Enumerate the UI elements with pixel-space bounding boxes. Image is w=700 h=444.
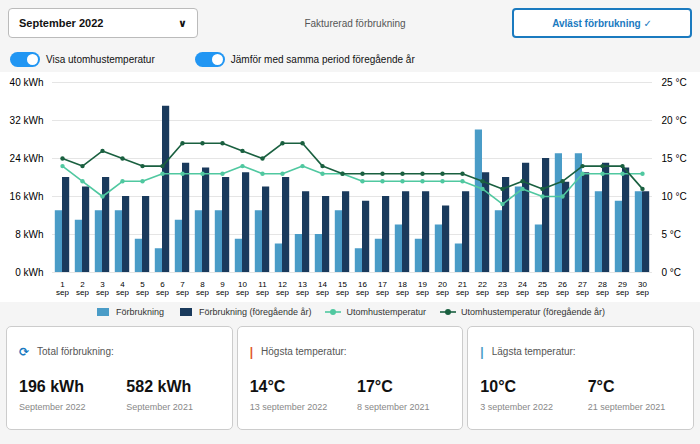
svg-text:25 °C: 25 °C (662, 77, 687, 88)
svg-text:29sep: 29sep (616, 280, 629, 297)
html-text:September 2022: September 2022 (19, 17, 104, 29)
svg-text:40 kWh: 40 kWh (10, 77, 44, 88)
html-text:Högsta temperatur:: Högsta temperatur: (261, 346, 347, 357)
html-text:8 september 2021: 8 september 2021 (357, 401, 430, 412)
html-text:10°C: 10°C (480, 377, 517, 395)
html-text:September 2022: September 2022 (19, 401, 86, 412)
svg-text:0 kWh: 0 kWh (15, 267, 43, 278)
svg-text:13sep: 13sep (296, 280, 309, 297)
svg-text:0 °C: 0 °C (662, 267, 682, 278)
svg-text:17sep: 17sep (376, 280, 389, 297)
svg-text:32 kWh: 32 kWh (10, 115, 44, 126)
svg-text:8sep: 8sep (196, 280, 209, 297)
svg-text:10sep: 10sep (236, 280, 249, 297)
svg-text:5sep: 5sep (136, 280, 149, 297)
html-text:Utomhustemperatur: Utomhustemperatur (346, 307, 426, 317)
svg-text:4sep: 4sep (116, 280, 129, 297)
html-text:Total förbrukning:: Total förbrukning: (37, 346, 114, 357)
html-text:582 kWh: 582 kWh (126, 377, 192, 395)
svg-text:30sep: 30sep (636, 280, 649, 297)
html-text:7°C: 7°C (587, 377, 615, 395)
html-text:Avläst förbrukning ✓: Avläst förbrukning ✓ (552, 17, 652, 29)
html-text:Lägsta temperatur:: Lägsta temperatur: (491, 346, 576, 357)
html-text:Visa utomhustemperatur: Visa utomhustemperatur (46, 53, 155, 65)
svg-text:2sep: 2sep (76, 280, 89, 297)
svg-text:26sep: 26sep (556, 280, 569, 297)
html-text:Fakturerad förbrukning: Fakturerad förbrukning (304, 17, 406, 29)
html-text:196 kWh: 196 kWh (19, 377, 84, 395)
svg-text:28sep: 28sep (596, 280, 609, 297)
html-text:Förbrukning: Förbrukning (115, 307, 164, 317)
html-text:Förbrukning (föregående år): Förbrukning (föregående år) (198, 307, 312, 317)
html-text:3 september 2022: 3 september 2022 (480, 401, 553, 412)
svg-text:18sep: 18sep (396, 280, 409, 297)
html-text:17°C: 17°C (357, 377, 393, 395)
svg-text:20 °C: 20 °C (662, 115, 687, 126)
html-text:21 september 2021: 21 september 2021 (587, 401, 666, 412)
svg-text:19sep: 19sep (416, 280, 429, 297)
html-text:Jämför med samma period föregå: Jämför med samma period föregående år (230, 53, 415, 65)
svg-text:20sep: 20sep (436, 280, 449, 297)
svg-text:22sep: 22sep (476, 280, 489, 297)
svg-text:10 °C: 10 °C (662, 191, 687, 202)
svg-text:11sep: 11sep (256, 280, 269, 297)
svg-text:15 °C: 15 °C (662, 153, 687, 164)
svg-text:14sep: 14sep (316, 280, 329, 297)
svg-text:6sep: 6sep (156, 280, 169, 297)
svg-text:24 kWh: 24 kWh (10, 153, 44, 164)
svg-text:24sep: 24sep (516, 280, 529, 297)
html-text:14°C: 14°C (249, 377, 286, 395)
svg-text:16sep: 16sep (356, 280, 369, 297)
svg-text:21sep: 21sep (456, 280, 469, 297)
svg-text:27sep: 27sep (576, 280, 589, 297)
svg-text:25sep: 25sep (536, 280, 549, 297)
svg-text:8 kWh: 8 kWh (15, 229, 43, 240)
svg-text:5 °C: 5 °C (662, 229, 682, 240)
svg-text:12sep: 12sep (276, 280, 289, 297)
html-text:Utomhustemperatur (föregående: Utomhustemperatur (föregående år) (461, 307, 606, 317)
svg-text:23sep: 23sep (496, 280, 509, 297)
html-text:September 2021: September 2021 (126, 401, 193, 412)
svg-text:16 kWh: 16 kWh (10, 191, 44, 202)
html-text:13 september 2022: 13 september 2022 (249, 401, 328, 412)
svg-text:9sep: 9sep (216, 280, 229, 297)
svg-text:7sep: 7sep (176, 280, 189, 297)
svg-text:15sep: 15sep (336, 280, 349, 297)
svg-text:3sep: 3sep (96, 280, 109, 297)
svg-text:1sep: 1sep (56, 280, 69, 297)
